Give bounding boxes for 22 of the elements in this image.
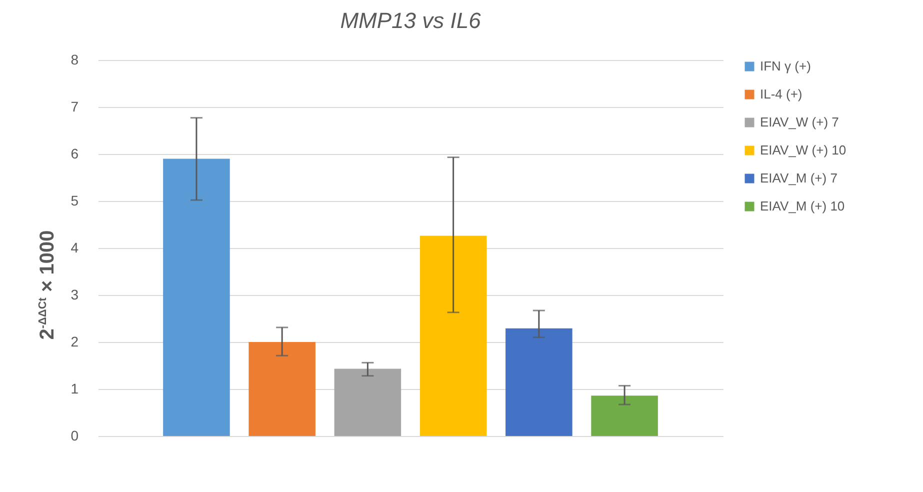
legend-label: EIAV_W (+) 10 [760,142,846,158]
chart-title: MMP13 vs IL6 [340,8,482,33]
legend-label: IL-4 (+) [760,86,802,102]
legend-label: IFN γ (+) [760,58,811,74]
bar [506,328,572,436]
bar [334,368,402,436]
legend-label: EIAV_M (+) 10 [760,198,845,214]
y-tick-label: 6 [70,146,79,162]
y-tick-label: 3 [70,286,79,302]
bar [163,158,230,436]
y-tick-label: 8 [70,52,79,68]
bar [248,342,316,436]
y-tick-label: 7 [70,98,79,114]
y-tick-label: 0 [70,428,79,444]
y-tick-label: 5 [70,192,79,208]
bar [591,396,658,436]
y-tick-label: 1 [70,380,79,396]
y-tick-label: 4 [70,240,79,256]
legend-label: EIAV_W (+) 7 [760,114,839,130]
bar [420,236,487,436]
y-tick-label: 2 [70,334,79,350]
legend-label: EIAV_M (+) 7 [760,170,838,186]
